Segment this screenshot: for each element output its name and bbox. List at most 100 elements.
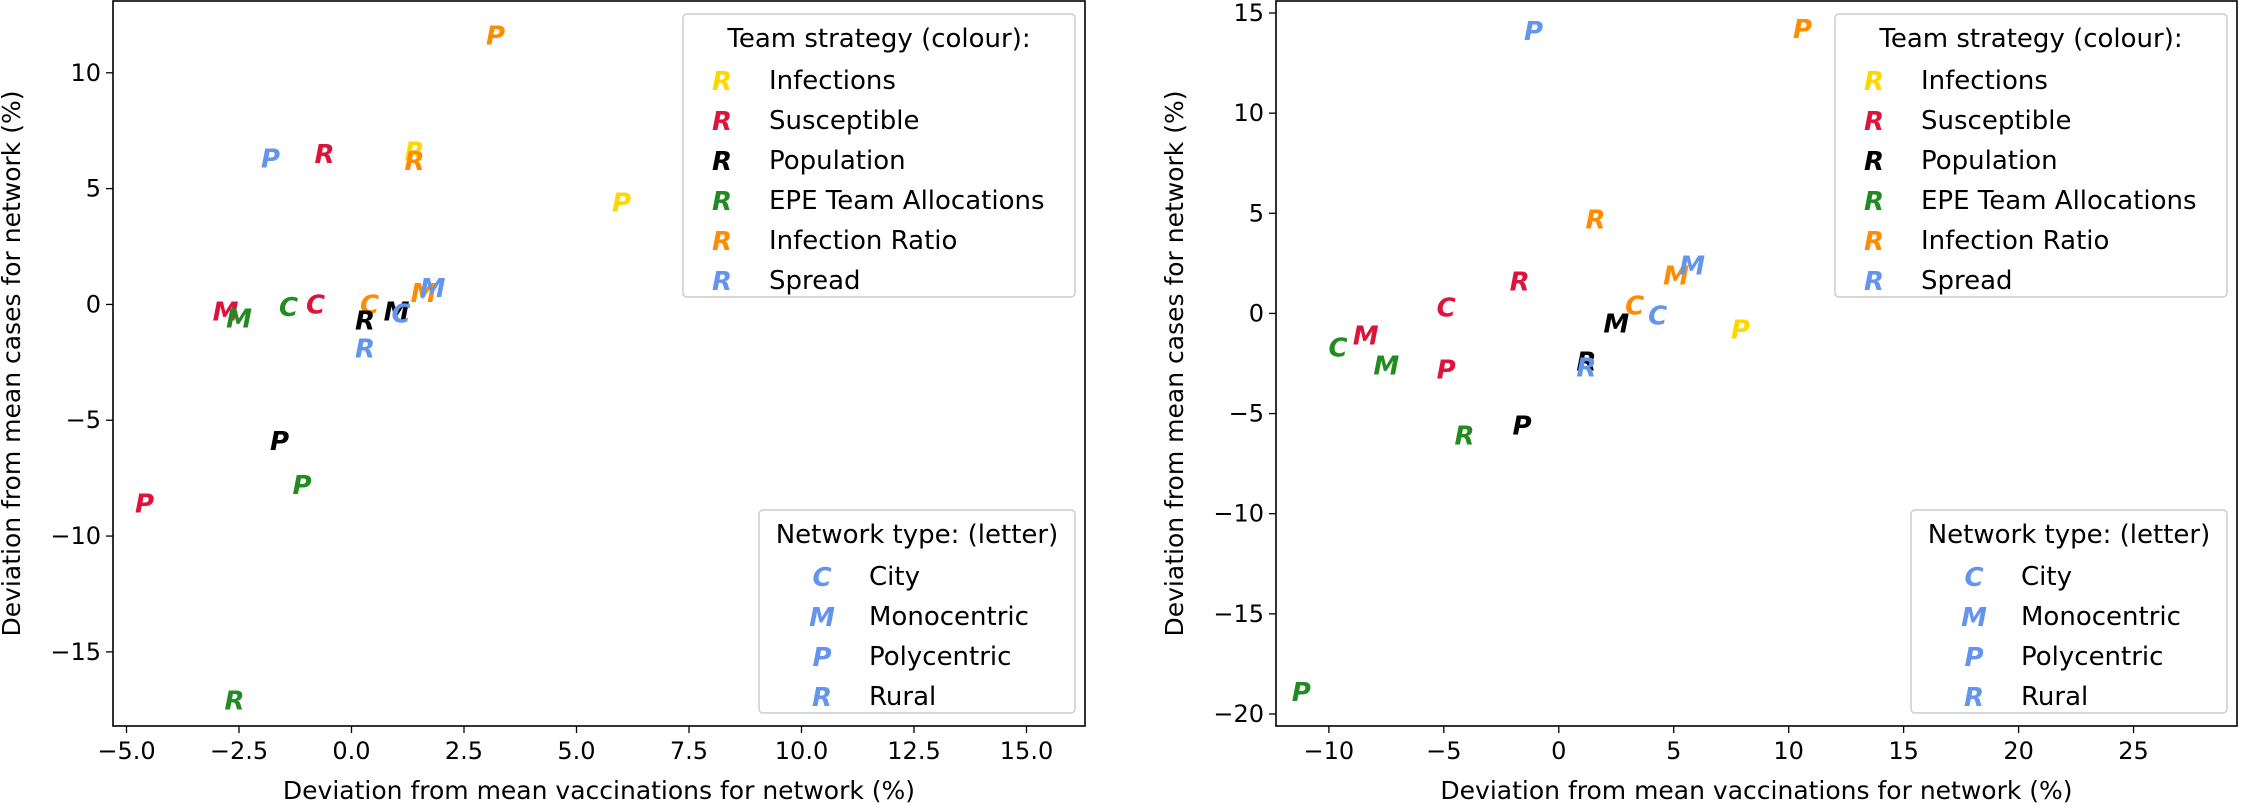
- y-tick-label: −15: [1213, 600, 1264, 628]
- chart-2: −10 −5 0 5 10 15 20 25 −20 −15 −10 −5 0 5 10 15 Deviatio…: [1160, 0, 2238, 805]
- data-point: C: [279, 293, 298, 323]
- legend-marker: R: [712, 227, 732, 257]
- legend-entry-label: Population: [1921, 146, 2058, 176]
- legend-frame: [1834, 13, 2228, 298]
- y-tick-label: 10: [1233, 99, 1264, 127]
- legend-marker: R: [1864, 267, 1884, 297]
- data-point: C: [360, 290, 379, 320]
- legend-marker: R: [712, 67, 732, 97]
- y-tick-label: 0: [1249, 299, 1264, 327]
- legend-entry-label: Polycentric: [2021, 642, 2163, 672]
- x-tick-label: 20: [2003, 737, 2034, 765]
- data-point: P: [1793, 15, 1812, 45]
- data-point: R: [314, 140, 334, 170]
- x-tick-label: −5.0: [97, 737, 155, 765]
- legend-entry-label: EPE Team Allocations: [1921, 186, 2197, 216]
- legend-entry-label: Infection Ratio: [1921, 226, 2109, 256]
- data-point: C: [1648, 301, 1667, 331]
- data-point: M: [1373, 352, 1399, 382]
- legend-title: Team strategy (colour):: [1878, 24, 2182, 54]
- y-tick-label: −5: [66, 406, 101, 434]
- legend-marker: R: [1864, 147, 1884, 177]
- legend-strategy: Team strategy (colour): R Infections R Susce…: [682, 13, 1076, 298]
- legend-title: Network type: (letter): [1928, 520, 2211, 550]
- legend-entry-label: Spread: [769, 266, 861, 296]
- y-tick-label: −15: [50, 638, 101, 666]
- legend-frame: [758, 509, 1076, 714]
- y-tick-label: −20: [1213, 700, 1264, 728]
- data-point: P: [1512, 412, 1531, 442]
- legend-marker: R: [1964, 683, 1984, 713]
- chart-1: −5.0 −2.5 0.0 2.5 5.0 7.5 10.0 12.5 15.0 −15 −10 −5…: [0, 0, 1086, 805]
- data-point: P: [261, 145, 280, 175]
- data-point: M: [420, 274, 446, 304]
- data-point: M: [411, 279, 437, 309]
- x-tick-label: 15: [1888, 737, 1919, 765]
- data-point: R: [1586, 205, 1606, 235]
- data-point: C: [306, 290, 325, 320]
- legend-entry-label: Infections: [1921, 66, 2048, 96]
- legend-marker: M: [809, 603, 835, 633]
- data-point: M: [1603, 309, 1629, 339]
- x-axis-label: Deviation from mean vaccinations for net…: [283, 776, 915, 805]
- legend-entry-label: Rural: [869, 682, 936, 712]
- legend-frame: [682, 13, 1076, 298]
- y-tick-label: 5: [86, 175, 101, 203]
- data-point: P: [1524, 17, 1543, 47]
- legend-marker: R: [712, 187, 732, 217]
- legend-entry-label: Spread: [1921, 266, 2013, 296]
- legend-entry-label: Susceptible: [769, 106, 919, 136]
- legend-marker: R: [1864, 187, 1884, 217]
- legend-marker: C: [1964, 563, 1983, 593]
- data-point: P: [1731, 315, 1750, 345]
- data-point: M: [1663, 261, 1689, 291]
- legend-marker: R: [712, 147, 732, 177]
- x-tick-label: 25: [2118, 737, 2149, 765]
- data-point: R: [404, 138, 424, 168]
- data-point: P: [1292, 678, 1311, 708]
- legend-marker: R: [812, 683, 832, 713]
- y-axis-label: Deviation from mean cases for network (%…: [1160, 91, 1189, 637]
- data-point: P: [135, 490, 154, 520]
- data-point: M: [384, 297, 410, 327]
- legend-entry-label: Infections: [769, 66, 896, 96]
- legend-marker: P: [1964, 643, 1983, 673]
- x-axis-label: Deviation from mean vaccinations for net…: [1440, 776, 2072, 805]
- data-point: R: [1455, 422, 1475, 452]
- y-tick-label: −10: [50, 522, 101, 550]
- x-tick-label: 0: [1551, 737, 1566, 765]
- legend-marker: R: [1864, 227, 1884, 257]
- data-point: C: [1329, 333, 1348, 363]
- data-point: P: [486, 22, 505, 52]
- x-tick-label: 15.0: [1000, 737, 1053, 765]
- legend-entry-label: Infection Ratio: [769, 226, 957, 256]
- legend-marker: P: [812, 643, 831, 673]
- x-tick-label: −5: [1426, 737, 1461, 765]
- data-point: P: [292, 471, 311, 501]
- x-tick-label: 2.5: [445, 737, 483, 765]
- x-tick-label: 0.0: [332, 737, 370, 765]
- legend-strategy: Team strategy (colour): R Infections R Susce…: [1834, 13, 2228, 298]
- legend-network: Network type: (letter) C City M Monocentric P…: [758, 509, 1076, 714]
- legend-frame: [1910, 509, 2228, 714]
- legend-marker: R: [712, 267, 732, 297]
- legend-entry-label: City: [2021, 562, 2072, 592]
- y-tick-label: −10: [1213, 500, 1264, 528]
- data-point: M: [1679, 251, 1705, 281]
- x-tick-label: 10.0: [775, 737, 828, 765]
- data-point: P: [270, 427, 289, 457]
- legend-entry-label: Population: [769, 146, 906, 176]
- legend-network: Network type: (letter) C City M Monocentric P…: [1910, 509, 2228, 714]
- legend-entry-label: Susceptible: [1921, 106, 2071, 136]
- y-tick-label: 15: [1233, 0, 1264, 27]
- data-point: C: [391, 300, 410, 330]
- legend-marker: C: [812, 563, 831, 593]
- data-point: R: [404, 147, 424, 177]
- data-point: P: [612, 189, 631, 219]
- data-point: R: [1576, 354, 1596, 384]
- data-point: R: [1510, 267, 1530, 297]
- y-tick-label: 10: [70, 59, 101, 87]
- legend-title: Team strategy (colour):: [726, 24, 1030, 54]
- legend-marker: R: [1864, 107, 1884, 137]
